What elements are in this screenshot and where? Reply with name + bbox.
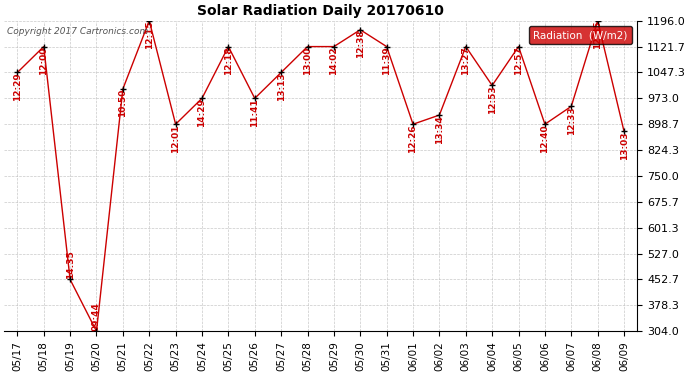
Text: 12:29: 12:29 (13, 72, 22, 101)
Text: 12:40: 12:40 (540, 124, 549, 153)
Text: 10:50: 10:50 (119, 89, 128, 117)
Text: 12:33: 12:33 (566, 106, 575, 135)
Text: 12:38: 12:38 (356, 30, 365, 58)
Text: 12:01: 12:01 (171, 124, 180, 153)
Text: 13:27: 13:27 (462, 46, 471, 75)
Text: 12:18: 12:18 (224, 46, 233, 75)
Text: 12:53: 12:53 (488, 86, 497, 114)
Text: 12:00: 12:00 (39, 46, 48, 75)
Text: 14:29: 14:29 (197, 98, 206, 127)
Text: 09:44: 09:44 (92, 302, 101, 331)
Title: Solar Radiation Daily 20170610: Solar Radiation Daily 20170610 (197, 4, 444, 18)
Text: 12:55: 12:55 (593, 21, 602, 50)
Text: 14:35: 14:35 (66, 251, 75, 279)
Text: 11:41: 11:41 (250, 98, 259, 127)
Text: 13:03: 13:03 (620, 131, 629, 160)
Legend: Radiation  (W/m2): Radiation (W/m2) (529, 26, 632, 44)
Text: 11:39: 11:39 (382, 46, 391, 75)
Text: 12:15: 12:15 (145, 21, 154, 50)
Text: 12:26: 12:26 (408, 124, 417, 153)
Text: 14:02: 14:02 (329, 46, 338, 75)
Text: 13:00: 13:00 (303, 46, 312, 75)
Text: 12:57: 12:57 (514, 46, 523, 75)
Text: 13:13: 13:13 (277, 72, 286, 101)
Text: 13:34: 13:34 (435, 115, 444, 144)
Text: Copyright 2017 Cartronics.com: Copyright 2017 Cartronics.com (8, 27, 148, 36)
